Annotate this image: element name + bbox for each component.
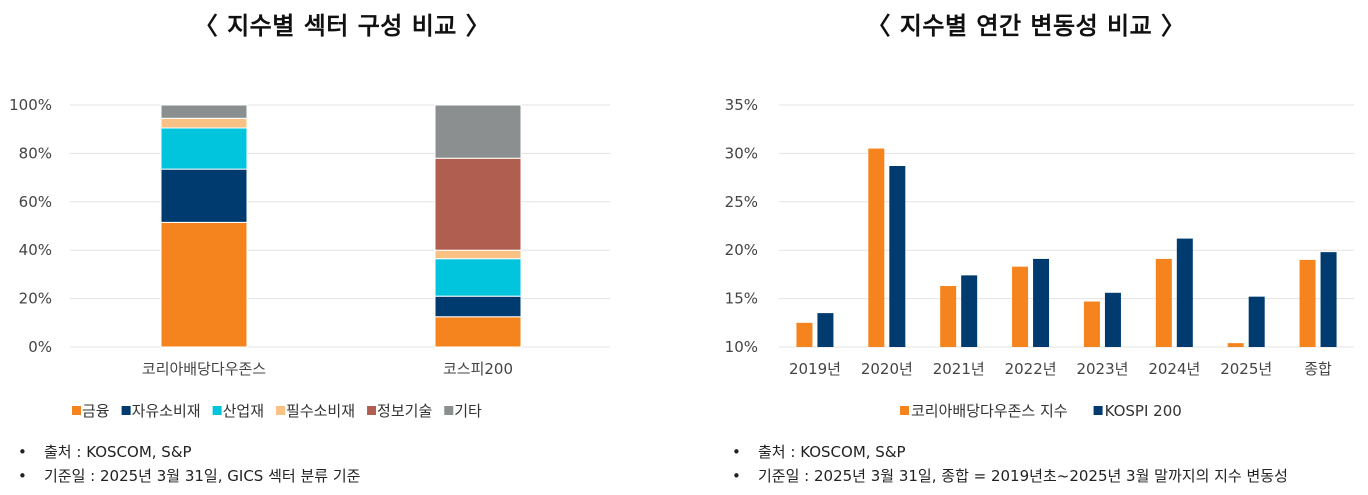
- y-tick-label: 40%: [19, 241, 52, 259]
- y-tick-label: 35%: [725, 96, 758, 114]
- bar: [889, 165, 906, 347]
- bar-segment: [160, 127, 248, 170]
- legend-swatch: [367, 406, 377, 415]
- y-tick-label: 15%: [725, 290, 758, 308]
- legend-swatch: [121, 406, 131, 415]
- x-tick-label: 코스피200: [443, 360, 513, 378]
- bar: [1176, 238, 1193, 347]
- bar: [1012, 266, 1029, 347]
- bar-segment: [434, 249, 522, 260]
- bar: [1299, 259, 1316, 347]
- legend-label: 코리아배당다우존스 지수: [911, 402, 1068, 420]
- x-tick-label: 2024년: [1148, 360, 1200, 378]
- y-tick-label: 80%: [19, 144, 52, 162]
- x-tick-label: 2019년: [789, 360, 841, 378]
- legend-swatch: [900, 406, 909, 415]
- x-tick-label: 2022년: [1005, 360, 1057, 378]
- sector-notes: • 출처 : KOSCOM, S&P • 기준일 : 2025년 3월 31일, G…: [18, 440, 360, 488]
- legend-label: 자유소비재: [132, 402, 201, 420]
- y-tick-label: 25%: [725, 193, 758, 211]
- legend-label: 기타: [454, 402, 482, 420]
- y-tick-label: 30%: [725, 144, 758, 162]
- legend-label: KOSPI 200: [1105, 402, 1182, 420]
- sector-composition-panel: 〈 지수별 섹터 구성 비교 〉 0% 20% 40% 60% 80% 100% 코리아배당…: [9, 12, 610, 488]
- source-note: 출처 : KOSCOM, S&P: [758, 443, 906, 461]
- y-tick-label: 20%: [19, 290, 52, 308]
- legend-label: 산업재: [223, 402, 264, 420]
- legend-swatch: [212, 406, 222, 415]
- date-note: 기준일 : 2025년 3월 31일, 종합 = 2019년초~2025년 3월…: [758, 467, 1288, 485]
- legend-label: 필수소비재: [286, 402, 355, 420]
- y-tick-label: 20%: [725, 241, 758, 259]
- volatility-panel: 〈 지수별 연간 변동성 비교 〉 10% 15% 20% 25% 30% 35% 2019…: [684, 0, 1368, 495]
- sector-chart-title: 〈 지수별 섹터 구성 비교 〉: [193, 12, 491, 40]
- source-note: 출처 : KOSCOM, S&P: [44, 443, 192, 461]
- bar-segment: [160, 117, 248, 129]
- legend-swatch: [72, 406, 81, 415]
- bullet: •: [732, 443, 741, 461]
- bar: [868, 148, 885, 347]
- bar: [1155, 258, 1172, 347]
- x-tick-label: 2020년: [861, 360, 913, 378]
- x-tick-label: 종합: [1304, 360, 1332, 378]
- x-tick-label: 2021년: [933, 360, 985, 378]
- date-note: 기준일 : 2025년 3월 31일, GICS 섹터 분류 기준: [44, 467, 361, 485]
- volatility-notes: • 출처 : KOSCOM, S&P • 기준일 : 2025년 3월 31일, 종…: [732, 440, 1288, 488]
- bar: [796, 322, 813, 347]
- bullet: •: [18, 443, 27, 461]
- volatility-chart-title: 〈 지수별 연간 변동성 비교 〉: [866, 12, 1186, 40]
- bar: [817, 313, 834, 347]
- bullet: •: [18, 467, 27, 485]
- bar: [1248, 296, 1265, 347]
- bar: [961, 275, 978, 347]
- legend-label: 정보기술: [377, 402, 432, 420]
- x-tick-label: 2025년: [1220, 360, 1272, 378]
- bar-segment: [434, 316, 522, 348]
- bar-segment: [434, 104, 522, 159]
- bar: [1083, 301, 1100, 347]
- x-tick-label: 2023년: [1076, 360, 1128, 378]
- legend-label: 금융: [82, 402, 110, 420]
- y-tick-label: 100%: [9, 96, 52, 114]
- legend-swatch: [276, 406, 286, 415]
- y-tick-label: 10%: [725, 338, 758, 356]
- legend-swatch: [444, 406, 454, 415]
- x-tick-label: 코리아배당다우존스: [142, 360, 266, 378]
- bar-segment: [434, 295, 522, 318]
- volatility-chart: 10% 15% 20% 25% 30% 35% 2019년 2020년 2021년 2022년 20…: [725, 96, 1354, 420]
- bar: [1033, 258, 1050, 347]
- y-tick-label: 60%: [19, 193, 52, 211]
- bar-segment: [160, 168, 248, 223]
- bar: [940, 286, 957, 347]
- bar-segment: [160, 221, 248, 348]
- bar-segment: [434, 258, 522, 297]
- bar-segment: [434, 157, 522, 251]
- y-tick-label: 0%: [28, 338, 52, 356]
- legend-swatch: [1093, 406, 1103, 415]
- bar: [1227, 343, 1244, 347]
- bar: [1320, 252, 1337, 347]
- bar: [1104, 292, 1121, 347]
- sector-composition-chart: 0% 20% 40% 60% 80% 100% 코리아배당다우존스 코스피200 금융 자유소비재…: [9, 96, 610, 420]
- bullet: •: [732, 467, 741, 485]
- bar-segment: [160, 104, 248, 119]
